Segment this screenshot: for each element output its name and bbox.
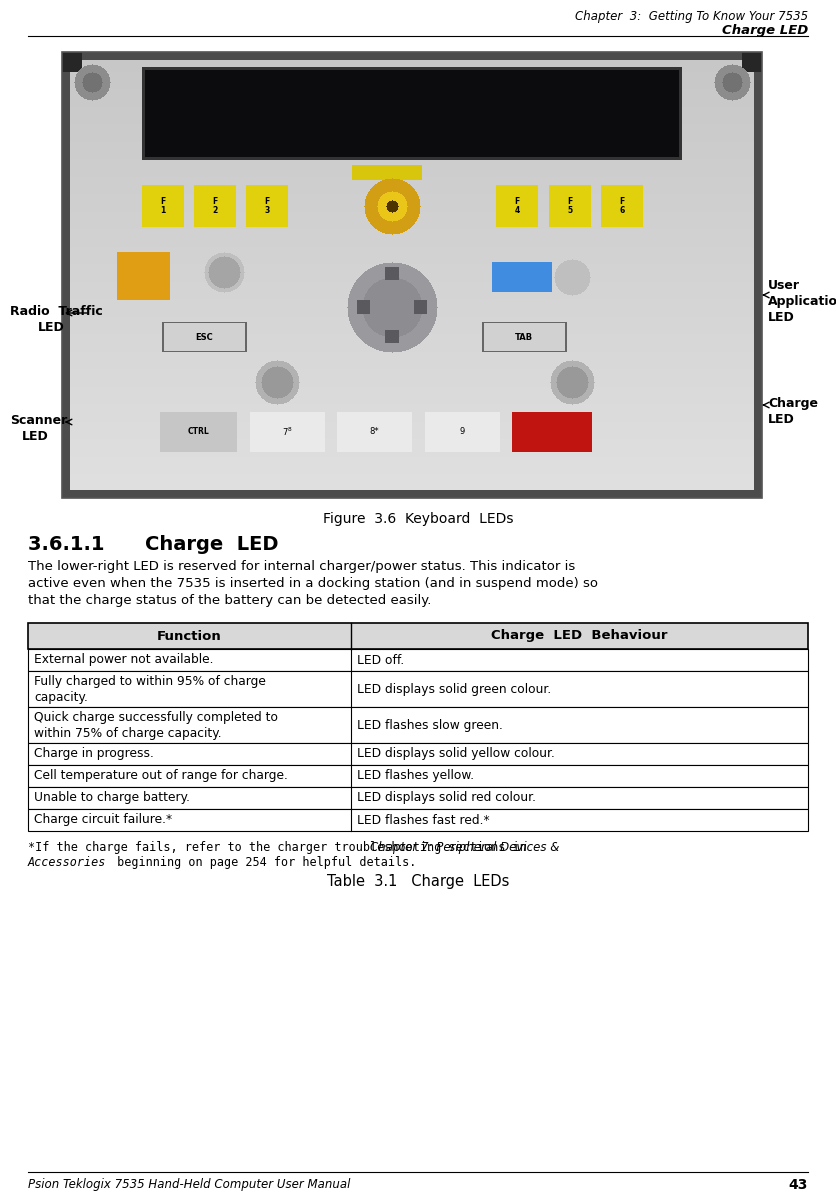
Text: External power not available.: External power not available. [34,654,213,667]
Text: LED flashes yellow.: LED flashes yellow. [357,770,474,783]
Text: 9: 9 [459,427,465,437]
Text: Charge  LED  Behaviour: Charge LED Behaviour [492,630,668,643]
Text: TAB: TAB [515,333,533,341]
Text: within 75% of charge capacity.: within 75% of charge capacity. [34,727,222,740]
Text: LED off.: LED off. [357,654,405,667]
Text: Charge: Charge [768,397,818,411]
Text: 43: 43 [788,1178,808,1192]
Text: The lower-right LED is reserved for internal charger/power status. This indicato: The lower-right LED is reserved for inte… [28,560,575,573]
Text: Quick charge successfully completed to: Quick charge successfully completed to [34,711,278,724]
Text: Accessories: Accessories [28,856,106,869]
Text: Application: Application [768,294,836,308]
Bar [28,622,808,649]
Text: F
1: F 1 [161,198,166,214]
Text: 7$^8$: 7$^8$ [282,426,293,438]
Text: Psion Teklogix 7535 Hand-Held Computer User Manual: Psion Teklogix 7535 Hand-Held Computer U… [28,1178,350,1191]
Text: LED: LED [22,430,48,443]
Bar [28,809,808,831]
Text: Function: Function [157,630,222,643]
Text: LED displays solid red colour.: LED displays solid red colour. [357,791,536,804]
Text: 3.6.1.1      Charge  LED: 3.6.1.1 Charge LED [28,535,278,554]
Text: Chapter 7: Peripheral Devices &: Chapter 7: Peripheral Devices & [370,841,559,853]
Text: F
2: F 2 [212,198,217,214]
Text: Fully charged to within 95% of charge: Fully charged to within 95% of charge [34,675,266,688]
Text: 8*: 8* [370,427,379,437]
Text: LED displays solid green colour.: LED displays solid green colour. [357,682,551,695]
Text: Charge in progress.: Charge in progress. [34,747,154,760]
Text: LED: LED [768,311,795,324]
Text: ESC: ESC [195,333,213,341]
Text: Radio  Traffic: Radio Traffic [10,305,103,318]
Text: capacity.: capacity. [34,691,88,704]
Text: Charge LED: Charge LED [721,24,808,37]
Text: active even when the 7535 is inserted in a docking station (and in suspend mode): active even when the 7535 is inserted in… [28,577,598,590]
Bar [62,51,762,498]
Text: LED: LED [768,413,795,426]
Bar [28,707,808,743]
Text: that the charge status of the battery can be detected easily.: that the charge status of the battery ca… [28,594,431,607]
Bar [28,743,808,765]
Text: Chapter  3:  Getting To Know Your 7535: Chapter 3: Getting To Know Your 7535 [575,10,808,23]
Text: LED: LED [38,321,64,334]
Text: F
6: F 6 [619,198,624,214]
Text: LED flashes fast red.*: LED flashes fast red.* [357,814,490,826]
Text: LED flashes slow green.: LED flashes slow green. [357,718,503,731]
Text: beginning on page 254 for helpful details.: beginning on page 254 for helpful detail… [110,856,416,869]
Text: Table  3.1   Charge  LEDs: Table 3.1 Charge LEDs [327,874,509,889]
Text: Scanner: Scanner [10,414,67,427]
Text: User: User [768,279,800,292]
Bar [28,765,808,786]
Text: Figure  3.6  Keyboard  LEDs: Figure 3.6 Keyboard LEDs [323,512,513,525]
Text: *If the charge fails, refer to the charger troubleshooting sections in: *If the charge fails, refer to the charg… [28,841,534,853]
Text: CTRL: CTRL [187,427,209,437]
Text: F
4: F 4 [514,198,520,214]
Bar [28,649,808,672]
Bar [28,672,808,707]
Bar [28,786,808,809]
Text: F
5: F 5 [568,198,573,214]
Text: LED displays solid yellow colour.: LED displays solid yellow colour. [357,747,555,760]
Text: Unable to charge battery.: Unable to charge battery. [34,791,190,804]
Text: F
3: F 3 [264,198,270,214]
Text: Charge circuit failure.*: Charge circuit failure.* [34,814,172,826]
Text: Cell temperature out of range for charge.: Cell temperature out of range for charge… [34,770,288,783]
